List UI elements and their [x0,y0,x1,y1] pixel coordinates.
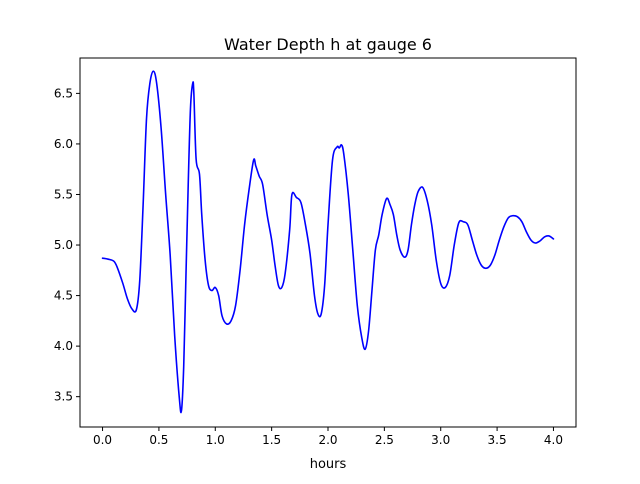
y-tick-label: 3.5 [54,390,73,404]
x-tick-label: 2.5 [375,433,394,447]
x-tick-label: 0.5 [149,433,168,447]
x-tick-label: 3.0 [431,433,450,447]
y-tick-label: 5.5 [54,187,73,201]
y-tick-label: 6.5 [54,86,73,100]
x-tick-label: 0.0 [93,433,112,447]
plot-area [101,70,555,414]
x-tick-label: 2.0 [318,433,337,447]
y-tick-label: 4.0 [54,339,73,353]
x-tick-label: 4.0 [544,433,563,447]
y-axis: 3.5 4.0 4.5 5.0 5.5 6.0 6.5 [54,86,80,404]
x-axis-label: hours [310,457,347,472]
y-tick-label: 5.0 [54,238,73,252]
x-tick-label: 3.5 [488,433,507,447]
y-tick-label: 4.5 [54,289,73,303]
y-tick-label: 6.0 [54,137,73,151]
x-axis: 0.0 0.5 1.0 1.5 2.0 2.5 3.0 3.5 4.0 [93,427,563,447]
series-line [101,70,555,414]
x-tick-label: 1.5 [262,433,281,447]
chart-title: Water Depth h at gauge 6 [224,35,432,54]
x-tick-label: 1.0 [206,433,225,447]
